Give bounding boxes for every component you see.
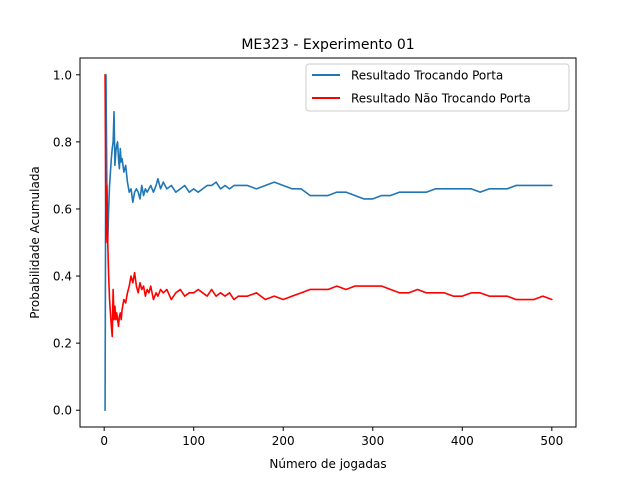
- chart-title: ME323 - Experimento 01: [241, 37, 414, 53]
- x-tick-label: 100: [182, 434, 205, 448]
- x-tick-label: 200: [272, 434, 295, 448]
- y-tick-label: 0.0: [53, 404, 72, 418]
- y-tick-label: 0.8: [53, 135, 72, 149]
- y-tick-label: 0.6: [53, 202, 72, 216]
- legend-box: [305, 63, 570, 112]
- ticks-layer: 0 100 200 300 400 500 0.0 0.2 0.4 0.6 0.8 1.0: [53, 68, 563, 448]
- x-tick-label: 300: [361, 434, 384, 448]
- y-axis-label: Probabilidade Acumulada: [28, 166, 42, 319]
- y-tick-label: 0.2: [53, 337, 72, 351]
- y-tick-label: 1.0: [53, 68, 72, 82]
- series-layer: [104, 73, 553, 412]
- series-line-trocando: [104, 73, 553, 412]
- x-tick-label: 0: [100, 434, 108, 448]
- x-tick-label: 400: [451, 434, 474, 448]
- x-tick-label: 500: [540, 434, 563, 448]
- plot-area-frame: [79, 57, 577, 428]
- legend-label-nao-trocando: Resultado Não Trocando Porta: [351, 92, 531, 106]
- legend: Resultado Trocando Porta Resultado Não T…: [305, 63, 570, 112]
- x-axis-label: Número de jogadas: [269, 457, 386, 471]
- y-tick-label: 0.4: [53, 270, 72, 284]
- series-line-nao-trocando: [104, 73, 553, 338]
- legend-label-trocando: Resultado Trocando Porta: [351, 69, 503, 83]
